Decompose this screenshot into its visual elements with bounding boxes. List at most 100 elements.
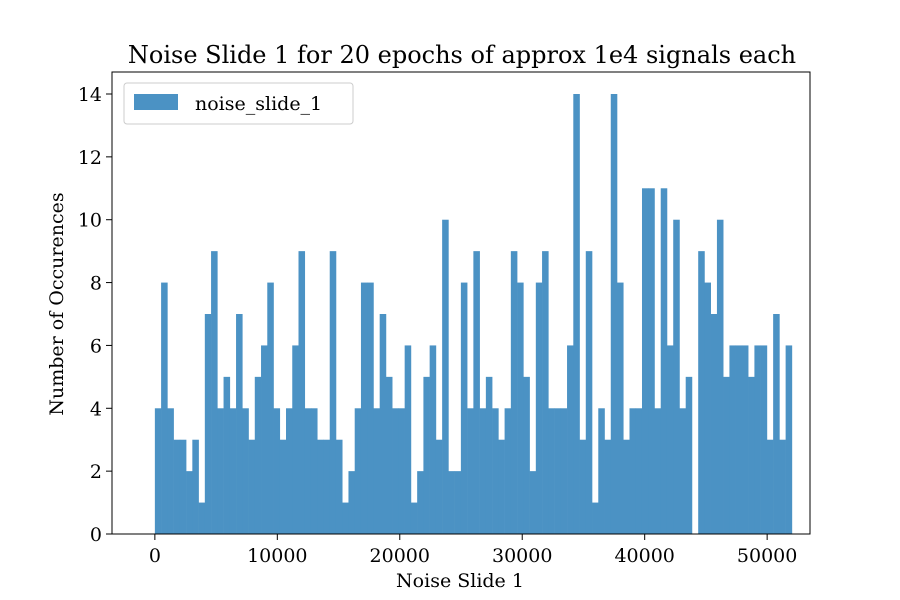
histogram-bar [279,439,287,534]
histogram-bar [766,439,774,534]
histogram-bar [335,439,343,534]
histogram-bar [579,439,587,534]
histogram-bar [592,502,599,534]
histogram-bar [267,282,274,534]
histogram-bar [179,439,187,534]
histogram-bar [785,345,793,534]
histogram-bar [392,408,399,534]
histogram-bar [598,408,605,534]
histogram-bar [585,251,593,534]
histogram-bar [704,282,711,534]
histogram-bar [385,376,393,534]
histogram-bar [167,408,174,534]
histogram-bar [217,408,224,534]
histogram-bar [379,314,387,534]
histogram-bar [610,94,618,534]
histogram-bar [211,251,218,534]
histogram-bar [629,408,637,534]
histogram-bar [729,345,736,534]
histogram-bar [404,345,412,534]
histogram-bar [554,408,562,534]
x-tick-label: 20000 [370,545,430,567]
x-axis-label: Noise Slide 1 [396,570,524,592]
chart-title: Noise Slide 1 for 20 epochs of approx 1e… [128,41,796,69]
histogram-bar [373,408,380,534]
histogram-bar [198,502,206,534]
histogram-bar [779,439,786,534]
histogram-bar [410,502,418,534]
histogram-bar [710,314,718,534]
histogram-bar [467,408,474,534]
histogram-bar [186,471,193,534]
y-tick-label: 10 [78,210,102,232]
histogram-bar [741,345,749,534]
x-tick-label: 0 [149,545,161,567]
histogram-bar [542,251,549,534]
histogram-bar [535,282,543,534]
x-tick-label: 40000 [614,545,674,567]
histogram-bar [641,188,649,535]
histogram-bar [617,282,624,534]
histogram-bar [623,439,630,534]
histogram-bar [261,345,268,534]
histogram-bar [760,345,768,534]
histogram-bar [354,408,362,534]
histogram-bar [254,376,262,534]
histogram-bar [567,345,574,534]
histogram-bar [273,408,281,534]
x-tick-label: 10000 [247,545,307,567]
y-tick-label: 2 [90,461,102,483]
histogram-bar [292,345,299,534]
histogram-bar [367,282,374,534]
histogram-bar [604,439,612,534]
y-axis-label: Number of Occurences [46,192,68,415]
histogram-bar [304,408,312,534]
histogram-bar [423,376,430,534]
histogram-bar [654,408,662,534]
histogram-bar [229,408,237,534]
legend: noise_slide_1 [123,82,354,125]
histogram-bar [329,251,337,534]
x-tick-label: 30000 [492,545,552,567]
histogram-bar [573,94,580,534]
histogram-bar [560,408,568,534]
histogram-bar [735,345,743,534]
histogram-bar [635,408,643,534]
histogram-bar [317,439,324,534]
histogram-bar [716,219,724,534]
histogram-bar [523,376,530,534]
histogram-bar [498,439,505,534]
histogram-bar [666,345,674,534]
histogram-bar [192,439,199,534]
y-axis-ticks: 0 2 4 6 8 10 12 14 [78,84,112,546]
histogram-bar [429,345,437,534]
legend-box [123,82,354,125]
x-tick-label: 50000 [737,545,797,567]
histogram-bar [679,408,687,534]
y-tick-label: 8 [90,273,102,295]
histogram-bar [548,408,555,534]
histogram-bar [435,439,443,534]
legend-swatch-noise-slide-1 [134,94,178,110]
y-tick-label: 12 [78,147,102,169]
histogram-bar [754,345,761,534]
histogram-bar [479,408,487,534]
histogram-bar [485,376,493,534]
histogram-bar [204,314,212,534]
histogram-bar [723,376,730,534]
histogram-bar [323,439,331,534]
histogram-bar [504,408,512,534]
histogram-bar [398,408,405,534]
histogram-bar [517,282,524,534]
histogram-bar [442,219,449,534]
histogram-bar [473,251,480,534]
y-tick-label: 0 [90,524,102,546]
histogram-bar [773,314,780,534]
histogram-bar [685,376,693,534]
histogram-bar [236,314,243,534]
histogram-bar [161,282,168,534]
histogram-bar [173,439,181,534]
histogram-bar [673,219,680,534]
histogram-bar [348,471,356,534]
